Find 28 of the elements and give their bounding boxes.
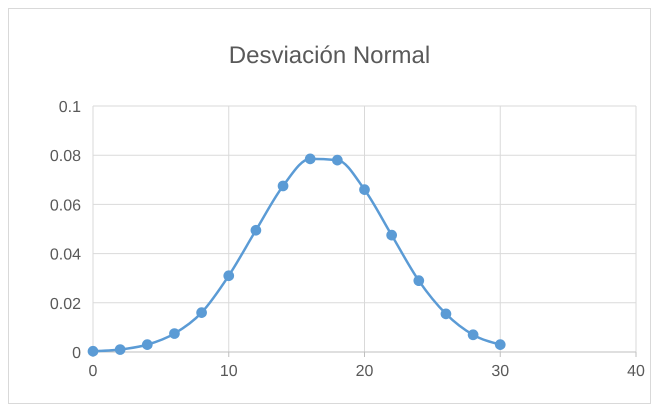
point <box>223 270 234 282</box>
y-tick-label: 0.04 <box>50 246 82 264</box>
x-tick-label: 0 <box>88 363 98 380</box>
y-tick-label: 0 <box>72 345 82 362</box>
point <box>332 154 343 166</box>
x-tick-label: 40 <box>627 363 645 380</box>
point <box>278 180 288 192</box>
point <box>386 230 397 240</box>
point <box>250 224 262 236</box>
point <box>468 329 478 340</box>
y-tick-label: 0.08 <box>50 148 82 166</box>
point <box>494 339 506 350</box>
y-tick-label: 0.06 <box>50 197 82 214</box>
point <box>196 307 207 318</box>
chart-title: Desviación Normal <box>228 42 430 69</box>
point <box>304 154 316 164</box>
point <box>142 339 153 350</box>
point <box>88 346 98 357</box>
point <box>440 308 452 320</box>
point <box>413 275 424 286</box>
point <box>169 328 180 339</box>
point <box>114 344 126 355</box>
x-tick-label: 10 <box>220 363 238 380</box>
x-tick-label: 30 <box>491 363 510 380</box>
x-tick-label: 20 <box>356 363 374 380</box>
y-tick-label: 0.02 <box>50 296 82 313</box>
point <box>359 184 370 195</box>
y-tick-label: 0.1 <box>58 99 82 116</box>
